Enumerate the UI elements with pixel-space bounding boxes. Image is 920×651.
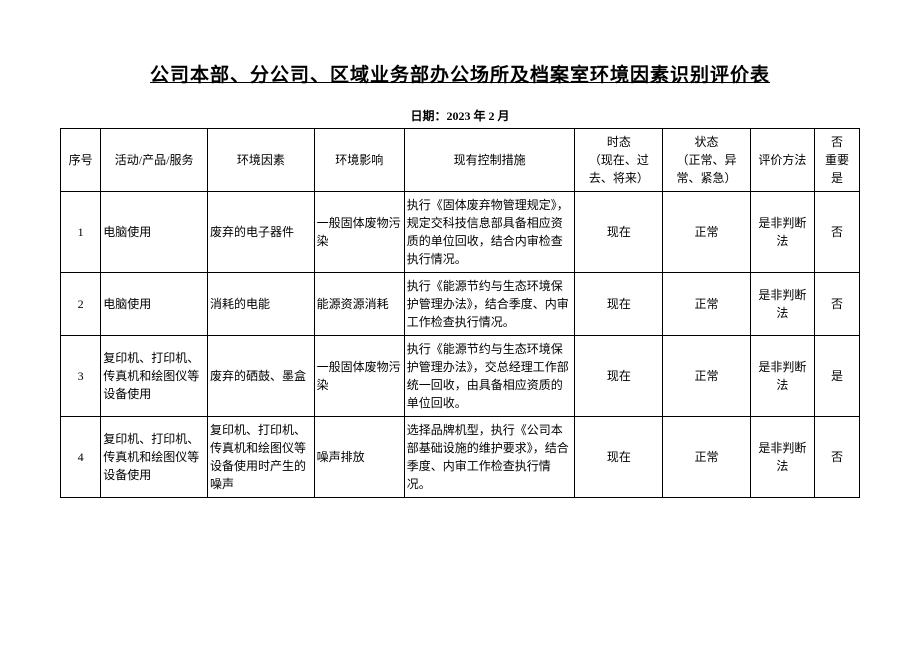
cell-time: 现在: [575, 192, 663, 273]
cell-control: 选择品牌机型，执行《公司本部基础设施的维护要求》，结合季度、内审工作检查执行情况…: [404, 417, 575, 498]
cell-control: 执行《能源节约与生态环境保护管理办法》，结合季度、内审工作检查执行情况。: [404, 273, 575, 336]
cell-impact: 一般固体废物污染: [314, 336, 404, 417]
cell-state: 正常: [663, 417, 751, 498]
cell-seq: 3: [61, 336, 101, 417]
cell-method: 是非判断法: [750, 273, 814, 336]
cell-factor: 废弃的硒鼓、墨盒: [207, 336, 314, 417]
cell-state: 正常: [663, 336, 751, 417]
col-factor: 环境因素: [207, 129, 314, 192]
cell-time: 现在: [575, 417, 663, 498]
cell-activity: 复印机、打印机、传真机和绘图仪等设备使用: [101, 417, 208, 498]
col-control: 现有控制措施: [404, 129, 575, 192]
cell-time: 现在: [575, 336, 663, 417]
cell-impact: 噪声排放: [314, 417, 404, 498]
col-impact: 环境影响: [314, 129, 404, 192]
cell-important: 是: [814, 336, 859, 417]
col-seq: 序号: [61, 129, 101, 192]
col-state: 状态（正常、异常、紧急）: [663, 129, 751, 192]
cell-important: 否: [814, 192, 859, 273]
cell-method: 是非判断法: [750, 417, 814, 498]
env-factor-table: 序号 活动/产品/服务 环境因素 环境影响 现有控制措施 时态（现在、过去、将来…: [60, 128, 860, 498]
cell-impact: 一般固体废物污染: [314, 192, 404, 273]
cell-activity: 电脑使用: [101, 192, 208, 273]
col-activity: 活动/产品/服务: [101, 129, 208, 192]
col-important: 否 重要 是: [814, 129, 859, 192]
cell-time: 现在: [575, 273, 663, 336]
cell-state: 正常: [663, 273, 751, 336]
table-row: 4 复印机、打印机、传真机和绘图仪等设备使用 复印机、打印机、传真机和绘图仪等设…: [61, 417, 860, 498]
document-title: 公司本部、分公司、区域业务部办公场所及档案室环境因素识别评价表: [60, 60, 860, 87]
col-method: 评价方法: [750, 129, 814, 192]
cell-control: 执行《能源节约与生态环境保护管理办法》，交总经理工作部统一回收，由具备相应资质的…: [404, 336, 575, 417]
cell-state: 正常: [663, 192, 751, 273]
table-header-row: 序号 活动/产品/服务 环境因素 环境影响 现有控制措施 时态（现在、过去、将来…: [61, 129, 860, 192]
cell-factor: 复印机、打印机、传真机和绘图仪等设备使用时产生的噪声: [207, 417, 314, 498]
table-row: 2 电脑使用 消耗的电能 能源资源消耗 执行《能源节约与生态环境保护管理办法》，…: [61, 273, 860, 336]
cell-factor: 消耗的电能: [207, 273, 314, 336]
cell-seq: 2: [61, 273, 101, 336]
cell-activity: 电脑使用: [101, 273, 208, 336]
col-time: 时态（现在、过去、将来）: [575, 129, 663, 192]
cell-important: 否: [814, 273, 859, 336]
table-row: 3 复印机、打印机、传真机和绘图仪等设备使用 废弃的硒鼓、墨盒 一般固体废物污染…: [61, 336, 860, 417]
date-line: 日期：2023 年 2 月: [60, 107, 860, 124]
cell-method: 是非判断法: [750, 336, 814, 417]
cell-important: 否: [814, 417, 859, 498]
cell-method: 是非判断法: [750, 192, 814, 273]
cell-control: 执行《固体废弃物管理规定》，规定交科技信息部具备相应资质的单位回收，结合内审检查…: [404, 192, 575, 273]
cell-activity: 复印机、打印机、传真机和绘图仪等设备使用: [101, 336, 208, 417]
cell-impact: 能源资源消耗: [314, 273, 404, 336]
cell-seq: 4: [61, 417, 101, 498]
cell-seq: 1: [61, 192, 101, 273]
table-row: 1 电脑使用 废弃的电子器件 一般固体废物污染 执行《固体废弃物管理规定》，规定…: [61, 192, 860, 273]
cell-factor: 废弃的电子器件: [207, 192, 314, 273]
